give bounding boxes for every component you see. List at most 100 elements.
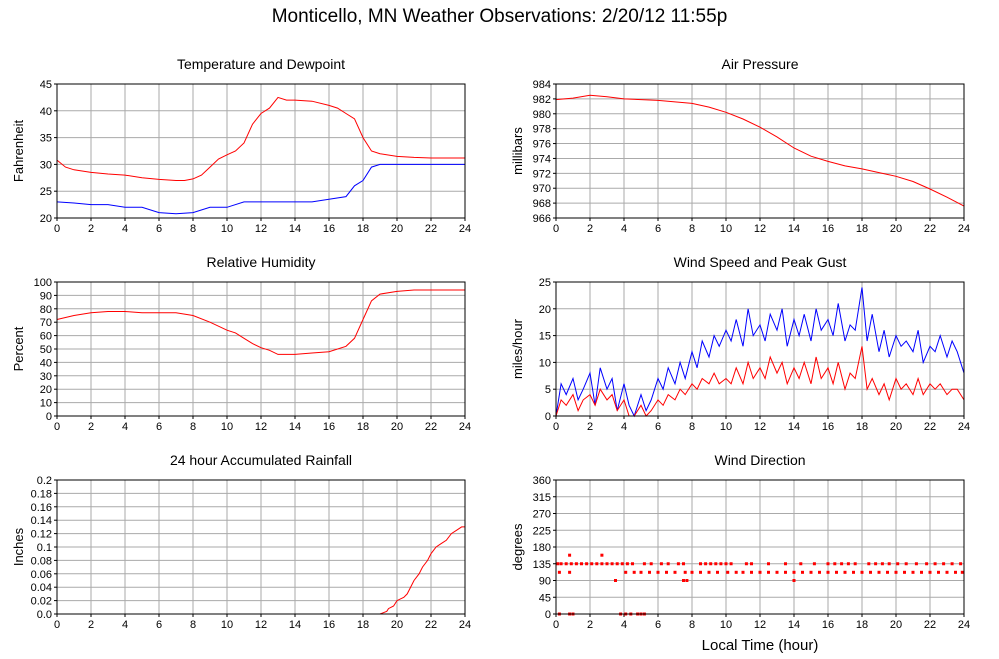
series-line-1	[555, 346, 965, 417]
x-tick-label: 24	[459, 421, 471, 433]
x-tick-label: 0	[54, 619, 60, 631]
x-tick-label: 18	[856, 223, 868, 235]
wind-direction-point	[925, 562, 929, 566]
y-tick-label: 35	[40, 133, 52, 145]
series-line-0	[57, 526, 465, 615]
x-tick-label: 0	[54, 421, 60, 433]
y-tick-label: 90	[539, 576, 551, 588]
y-tick-label: 0.04	[31, 582, 52, 594]
wind-direction-point	[569, 562, 573, 566]
wind-direction-point	[666, 562, 670, 566]
series-line-0	[56, 289, 465, 355]
x-tick-label: 22	[425, 421, 437, 433]
y-tick-label: 60	[40, 331, 52, 343]
page-title: Monticello, MN Weather Observations: 2/2…	[271, 6, 728, 27]
chart-title: Relative Humidity	[207, 254, 316, 270]
y-tick-label: 0.18	[31, 488, 52, 500]
y-axis-label: degrees	[510, 523, 525, 570]
x-tick-label: 0	[553, 619, 559, 631]
wind-direction-point	[903, 570, 906, 574]
wind-direction-point	[744, 562, 748, 566]
chart-panel-1: 0 2 4 6 8 10 12 14 16 18 20 22 249669689709729749769…	[510, 56, 970, 235]
y-tick-label: 10	[40, 398, 52, 410]
y-tick-label: 10	[539, 357, 551, 369]
y-tick-label: 20	[40, 213, 52, 225]
x-tick-label: 14	[289, 619, 301, 631]
wind-direction-point	[874, 562, 878, 566]
wind-direction-point	[750, 562, 753, 566]
y-tick-label: 974	[533, 153, 551, 165]
wind-direction-point	[767, 570, 770, 574]
x-tick-label: 20	[391, 619, 403, 631]
wind-direction-point	[914, 562, 918, 566]
y-tick-label: 50	[40, 344, 52, 356]
chart-title: Wind Direction	[714, 452, 805, 468]
wind-direction-point	[954, 570, 957, 574]
wind-direction-point	[818, 570, 821, 574]
x-tick-label: 22	[425, 223, 437, 235]
x-tick-label: 16	[323, 223, 335, 235]
wind-direction-point	[792, 570, 796, 574]
x-tick-label: 8	[689, 619, 695, 631]
wind-direction-point	[886, 570, 889, 574]
wind-direction-point	[877, 570, 881, 574]
plot-frame	[555, 479, 965, 615]
x-tick-label: 20	[391, 223, 403, 235]
wind-direction-point	[656, 570, 660, 574]
wind-direction-point	[676, 562, 680, 566]
x-tick-label: 2	[587, 421, 593, 433]
x-tick-label: 0	[54, 223, 60, 235]
x-tick-label: 0	[553, 223, 559, 235]
y-tick-label: 270	[533, 509, 551, 521]
y-tick-label: 0.02	[31, 596, 52, 608]
wind-direction-point	[707, 570, 711, 574]
wind-direction-point	[750, 570, 753, 574]
y-tick-label: 966	[533, 213, 551, 225]
wind-direction-point	[709, 562, 713, 566]
chart-panel-0: 0 2 4 6 8 10 12 14 16 18 20 22 24202530354045Tempera…	[11, 56, 471, 235]
y-tick-label: 25	[40, 186, 52, 198]
wind-direction-point	[605, 562, 609, 566]
wind-direction-point	[624, 570, 628, 574]
wind-direction-point	[600, 562, 604, 566]
series-line-0	[56, 96, 465, 181]
wind-direction-point	[585, 562, 589, 566]
wind-direction-point	[911, 570, 915, 574]
wind-direction-point	[682, 579, 685, 582]
wind-direction-point	[826, 570, 830, 574]
x-tick-label: 24	[459, 619, 471, 631]
wind-direction-point	[665, 570, 668, 574]
x-tick-label: 0	[553, 421, 559, 433]
y-tick-label: 20	[40, 384, 52, 396]
wind-direction-point	[600, 553, 604, 557]
wind-direction-point	[699, 562, 702, 566]
wind-direction-point	[556, 562, 560, 566]
y-tick-label: 0.0	[37, 609, 52, 621]
x-tick-label: 4	[621, 619, 627, 631]
x-tick-label: 24	[958, 619, 970, 631]
wind-direction-point	[826, 562, 830, 566]
x-tick-label: 12	[255, 223, 267, 235]
wind-direction-point	[869, 570, 872, 574]
wind-direction-point	[673, 570, 677, 574]
y-tick-label: 45	[40, 79, 52, 91]
y-tick-label: 968	[533, 198, 551, 210]
chart-panel-2: 0 2 4 6 8 10 12 14 16 18 20 22 240102030405060708090…	[11, 254, 471, 433]
x-tick-label: 14	[788, 619, 800, 631]
y-tick-label: 135	[533, 559, 551, 571]
wind-direction-point	[610, 562, 614, 566]
series-line-1	[56, 163, 465, 215]
wind-direction-point	[784, 570, 787, 574]
wind-direction-point	[860, 570, 864, 574]
chart-title: Temperature and Dewpoint	[177, 56, 345, 72]
plot-frame	[56, 281, 466, 417]
wind-direction-point	[615, 562, 619, 566]
y-tick-label: 0.1	[37, 542, 52, 554]
wind-direction-point	[920, 570, 923, 574]
x-tick-label: 2	[587, 619, 593, 631]
chart-title: Wind Speed and Peak Gust	[674, 254, 847, 270]
x-tick-label: 4	[621, 223, 627, 235]
wind-direction-point	[719, 562, 723, 566]
y-tick-label: 40	[40, 357, 52, 369]
